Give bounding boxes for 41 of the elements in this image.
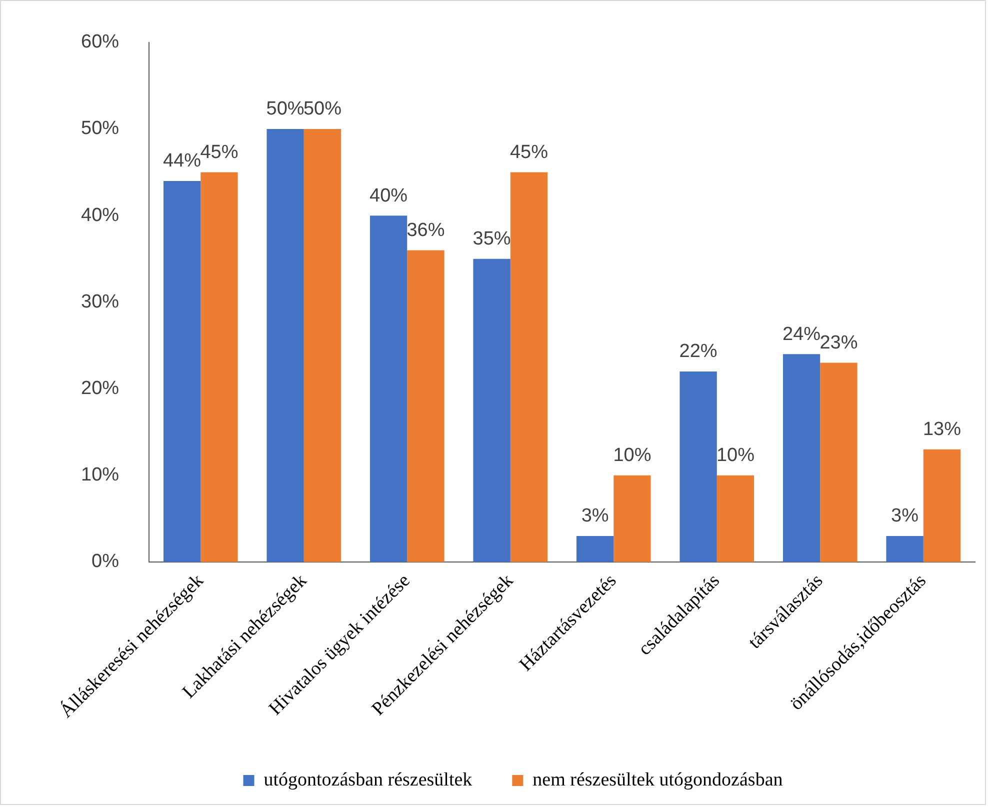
data-label: 45%	[510, 142, 548, 164]
bar	[200, 172, 238, 562]
bar	[614, 475, 651, 562]
y-tick-label: 0%	[92, 551, 120, 572]
data-label: 24%	[782, 324, 821, 345]
bar	[923, 449, 961, 562]
bar	[266, 128, 304, 562]
y-tick-label: 10%	[80, 464, 120, 486]
legend-label: nem részesültek utógondozásban	[532, 769, 784, 790]
y-tick-label: 20%	[80, 378, 120, 400]
bar	[510, 172, 548, 562]
data-label: 50%	[266, 98, 304, 120]
data-label: 50%	[303, 98, 342, 120]
bar	[576, 536, 614, 562]
data-label: 44%	[163, 150, 202, 172]
legend-label: utógontozásban részesültek	[264, 769, 473, 790]
y-tick-label: 50%	[80, 118, 120, 140]
y-tick-label: 40%	[80, 204, 120, 226]
bar	[886, 536, 924, 562]
bar	[163, 180, 201, 562]
data-label: 3%	[581, 506, 609, 527]
y-tick-label: 30%	[80, 291, 120, 312]
data-label: 13%	[922, 419, 962, 440]
bar	[304, 128, 342, 562]
data-label: 40%	[370, 185, 408, 206]
bar	[820, 362, 858, 562]
y-tick-label: 60%	[80, 32, 120, 53]
data-label: 23%	[820, 332, 858, 354]
data-label: 35%	[472, 228, 511, 250]
data-label: 36%	[406, 220, 445, 241]
data-label: 10%	[613, 445, 652, 466]
bar	[782, 354, 820, 562]
bar	[716, 475, 754, 562]
bar	[370, 216, 408, 562]
data-label: 3%	[891, 506, 919, 527]
data-label: 22%	[679, 341, 718, 362]
data-label: 10%	[716, 445, 755, 466]
data-label: 45%	[200, 142, 238, 164]
bar	[473, 258, 510, 562]
bar	[680, 371, 717, 562]
bar	[407, 250, 444, 562]
